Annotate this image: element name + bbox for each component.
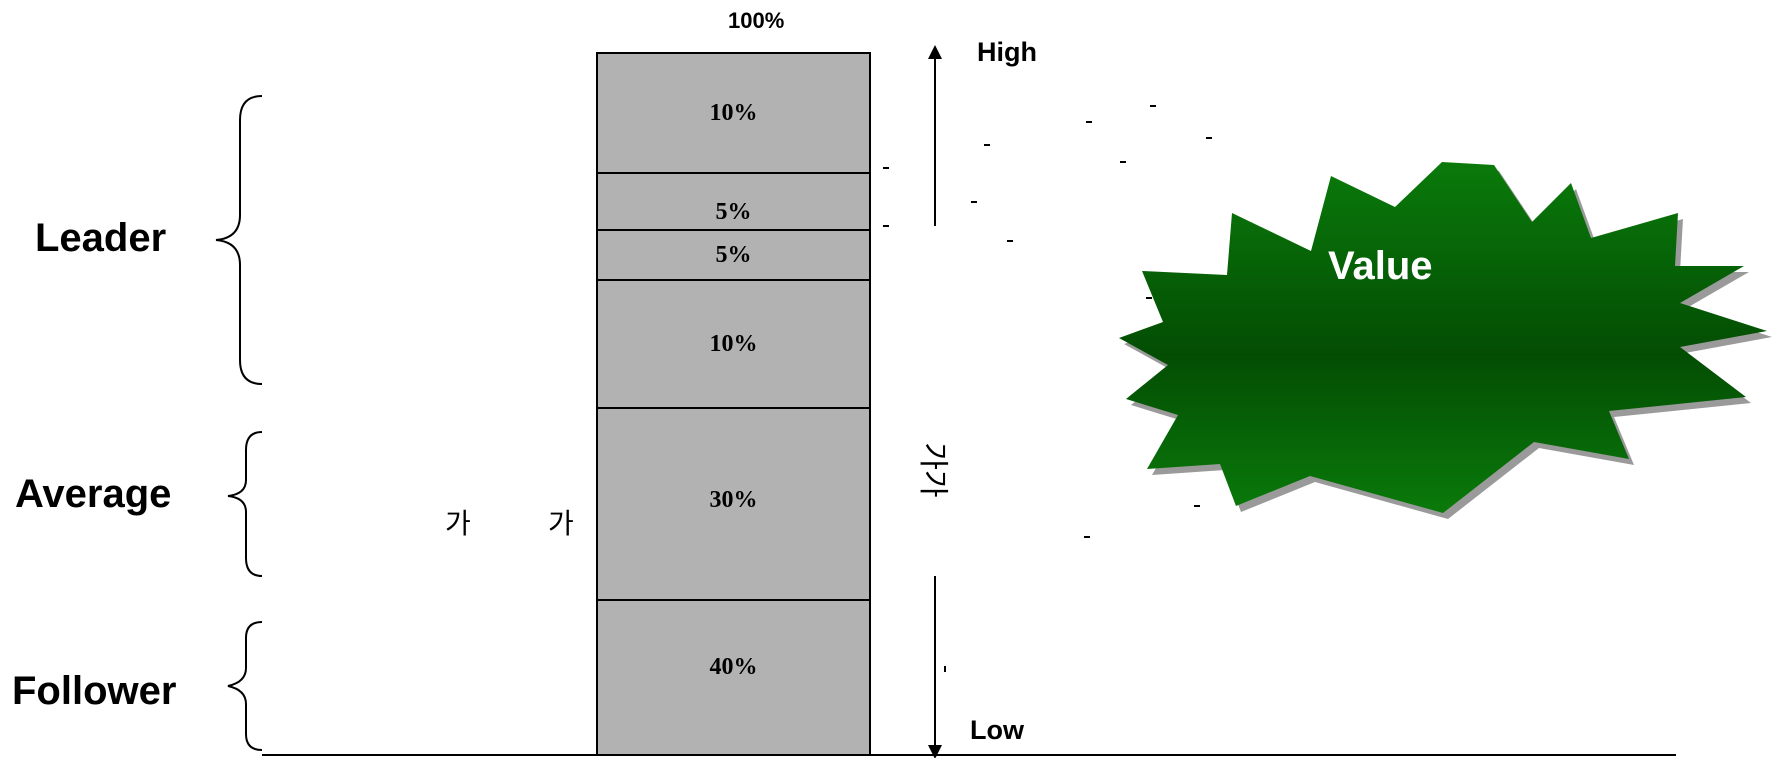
korean-label-left-1: 가 [445, 507, 471, 540]
segment-5: 30% [596, 407, 871, 601]
brace-follower [227, 621, 263, 751]
group-label-average: Average [15, 472, 172, 516]
top-percent-label: 100% [728, 8, 785, 33]
segment-4-label: 10% [709, 330, 758, 357]
group-label-leader: Leader [35, 216, 167, 260]
brace-average [227, 431, 263, 577]
segment-3-label: 5% [715, 241, 752, 268]
segment-2-label: 5% [715, 199, 752, 225]
segment-6: 40% [596, 599, 871, 756]
segment-5-label: 30% [709, 486, 758, 513]
scale-high-label: High [977, 37, 1037, 67]
scale-low-label: Low [970, 715, 1024, 745]
segment-3: 5% [596, 229, 871, 281]
value-badge-label: Value [1328, 244, 1433, 288]
segment-1: 10% [596, 52, 871, 174]
value-badge-star [1119, 162, 1767, 513]
segment-6-label: 40% [709, 654, 758, 680]
segment-1-label: 10% [709, 99, 758, 126]
korean-label-vertical: 가가 [915, 442, 950, 498]
segment-2: 5% [596, 172, 871, 231]
group-label-follower: Follower [12, 669, 177, 713]
brace-leader [215, 95, 263, 385]
korean-label-left-2: 가 [548, 507, 574, 540]
segment-4: 10% [596, 279, 871, 409]
